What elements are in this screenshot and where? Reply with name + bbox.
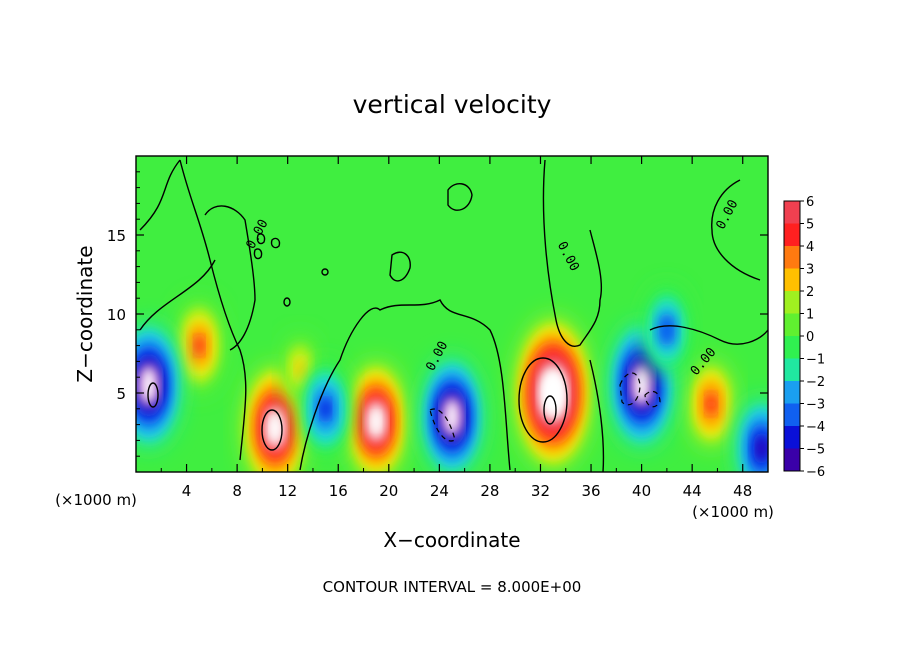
colorbar-segment: [784, 291, 800, 314]
colorbar-tick-label: −3: [806, 398, 825, 413]
colorbar-tick-label: 2: [806, 285, 814, 300]
colorbar-segment: [784, 246, 800, 269]
field-core: [139, 364, 158, 406]
colorbar-segment: [784, 358, 800, 382]
colorbar-tick-label: −6: [806, 465, 825, 480]
colorbar-tick-label: −5: [806, 443, 825, 458]
x-tick-label: 32: [531, 482, 550, 500]
x-unit-label-left: (×1000 m): [55, 491, 137, 509]
plot-area: [136, 156, 768, 472]
colorbar-segment: [784, 201, 800, 224]
x-tick-label: 28: [480, 482, 499, 500]
y-tick-label: 15: [107, 227, 126, 245]
field-blob: [757, 439, 766, 457]
colorbar-segment: [784, 403, 800, 427]
colorbar-tick-label: 6: [806, 195, 814, 210]
zero-contours: [139, 159, 768, 472]
x-tick-label: 20: [379, 482, 398, 500]
colorbar-tick-label: −2: [806, 375, 825, 390]
colorbar-segment: [784, 336, 800, 359]
chart-title: vertical velocity: [353, 90, 552, 119]
contour-interval-note: CONTOUR INTERVAL = 8.000E+00: [323, 578, 582, 596]
colorbar-tick-label: 4: [806, 240, 814, 255]
x-unit-label-right: (×1000 m): [692, 503, 774, 521]
x-tick-label: 48: [733, 482, 752, 500]
field-core: [542, 368, 565, 418]
field-core: [443, 397, 461, 437]
field-core: [367, 402, 385, 441]
x-tick-label: 40: [632, 482, 651, 500]
y-tick-label: 10: [107, 306, 126, 324]
x-tick-label: 12: [278, 482, 297, 500]
x-tick-label: 24: [430, 482, 449, 500]
field-blob: [706, 395, 716, 413]
x-tick-label: 44: [683, 482, 702, 500]
colorbar-tick-label: 0: [806, 330, 814, 345]
colorbar-tick-label: −1: [806, 353, 825, 368]
field-blob: [321, 400, 330, 417]
field-blob: [295, 360, 305, 378]
colorbar-tick-label: 3: [806, 263, 814, 278]
colorbar-segment: [784, 448, 800, 472]
y-tick-label: 5: [116, 385, 126, 403]
colorbar-tick-label: −4: [806, 420, 825, 435]
field-core: [632, 364, 651, 406]
x-tick-label: 16: [329, 482, 348, 500]
field-blob: [662, 321, 672, 339]
colorbar-segment: [784, 381, 800, 404]
y-axis: 5 10 15: [107, 171, 768, 457]
x-axis-label: X−coordinate: [383, 528, 520, 552]
colorbar-segment: [784, 313, 800, 337]
x-tick-label: 8: [232, 482, 242, 500]
field-blob: [195, 337, 204, 354]
colorbar-segment: [784, 268, 800, 292]
colorbar: 6 5 4 3 2 1 0 −1 −2 −3 −4 −5 −6: [783, 195, 825, 480]
x-tick-label: 4: [182, 482, 192, 500]
x-axis: 4 8 12 16 20 24 28 32 36 40 44 48: [160, 156, 752, 500]
colorbar-tick-label: 1: [806, 308, 814, 323]
colorbar-segment: [784, 223, 800, 247]
colorbar-segment: [784, 426, 800, 449]
y-axis-label: Z−coordinate: [73, 245, 97, 382]
x-tick-label: 36: [581, 482, 600, 500]
colorbar-tick-label: 5: [806, 218, 814, 233]
negative-contours: [429, 372, 661, 442]
